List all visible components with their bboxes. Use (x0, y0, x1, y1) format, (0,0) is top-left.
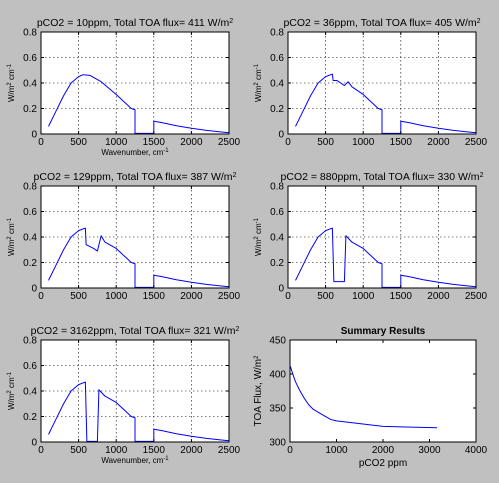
y-tick-label: 0 (31, 284, 37, 295)
y-tick-label: 0.8 (270, 28, 284, 39)
y-axis-label: W/m2 cm-1 (7, 217, 16, 256)
x-tick-label: 1000 (105, 445, 128, 456)
x-tick-label: 2000 (427, 137, 450, 148)
y-tick-label: 0.8 (23, 28, 37, 39)
y-tick-label: 0.2 (23, 412, 37, 423)
y-tick-label: 350 (269, 404, 286, 415)
y-tick-label: 0.6 (23, 53, 37, 64)
x-tick-label: 1500 (390, 137, 413, 148)
chart-title: pCO2 = 3162ppm, Total TOA flux= 321 W/m2 (31, 325, 240, 337)
y-tick-label: 300 (269, 438, 286, 449)
plot-area (290, 340, 476, 442)
x-tick-label: 3000 (418, 445, 441, 456)
chart-title: pCO2 = 10ppm, Total TOA flux= 411 W/m2 (37, 17, 233, 29)
x-tick-label: 2000 (372, 445, 395, 456)
y-axis-label: W/m2 cm-1 (254, 63, 263, 102)
series-line-1 (295, 227, 477, 288)
y-tick-label: 0.2 (270, 258, 284, 269)
y-axis-label: TOA Flux, W/m2 (253, 355, 264, 427)
x-tick-label: 1500 (143, 445, 166, 456)
x-tick-label: 0 (287, 445, 293, 456)
y-tick-label: 0.8 (23, 336, 37, 347)
x-tick-label: 2500 (465, 291, 488, 302)
series-line-1 (48, 227, 230, 288)
x-tick-label: 1000 (105, 291, 128, 302)
x-tick-label: 0 (38, 137, 44, 148)
y-tick-label: 0.6 (270, 207, 284, 218)
y-axis-label: W/m2 cm-1 (254, 217, 263, 256)
chart-title: pCO2 = 880ppm, Total TOA flux= 330 W/m2 (281, 171, 484, 183)
x-tick-label: 1000 (352, 137, 375, 148)
y-tick-label: 0.4 (23, 233, 37, 244)
x-tick-label: 500 (70, 291, 87, 302)
x-tick-label: 1000 (105, 137, 128, 148)
y-tick-label: 0.2 (270, 104, 284, 115)
series-line-1 (295, 73, 477, 134)
x-tick-label: 2500 (465, 137, 488, 148)
x-tick-label: 0 (285, 291, 291, 302)
x-tick-label: 1500 (143, 291, 166, 302)
x-tick-label: 0 (38, 445, 44, 456)
y-tick-label: 0.8 (23, 182, 37, 193)
y-tick-label: 0.6 (23, 361, 37, 372)
x-tick-label: 2500 (218, 291, 241, 302)
x-tick-label: 500 (317, 137, 334, 148)
x-tick-label: 2000 (180, 137, 203, 148)
series-line-1 (48, 74, 230, 134)
x-tick-label: 1000 (352, 291, 375, 302)
chart-title: pCO2 = 129ppm, Total TOA flux= 387 W/m2 (34, 171, 237, 183)
x-axis-label: pCO2 ppm (359, 458, 407, 469)
y-tick-label: 0.2 (23, 104, 37, 115)
x-axis-label: Wavenumber, cm-1 (101, 148, 169, 157)
x-tick-label: 1000 (325, 445, 348, 456)
x-tick-label: 2000 (180, 445, 203, 456)
y-tick-label: 0.8 (270, 182, 284, 193)
x-tick-label: 1500 (143, 137, 166, 148)
y-tick-label: 0.6 (270, 53, 284, 64)
x-axis-label: Wavenumber, cm-1 (101, 456, 169, 465)
y-axis-label: W/m2 cm-1 (7, 63, 16, 102)
series-line-1 (48, 381, 230, 442)
y-tick-label: 400 (269, 370, 286, 381)
y-tick-label: 0.4 (270, 79, 284, 90)
y-tick-label: 0 (278, 130, 284, 141)
y-tick-label: 450 (269, 336, 286, 347)
y-tick-label: 0 (278, 284, 284, 295)
x-tick-label: 0 (38, 291, 44, 302)
y-tick-label: 0.4 (23, 387, 37, 398)
y-tick-label: 0 (31, 130, 37, 141)
y-tick-label: 0.4 (23, 79, 37, 90)
x-tick-label: 4000 (465, 445, 488, 456)
chart-6: 0 1000 2000 3000 4000 300 350 400 450 Summary Res… (253, 326, 488, 469)
chart-title: pCO2 = 36ppm, Total TOA flux= 405 W/m2 (283, 17, 480, 29)
x-tick-label: 500 (317, 291, 334, 302)
x-tick-label: 500 (70, 445, 87, 456)
x-tick-label: 0 (285, 137, 291, 148)
chart-title: Summary Results (341, 326, 426, 337)
y-tick-label: 0 (31, 438, 37, 449)
x-tick-label: 2000 (427, 291, 450, 302)
x-tick-label: 2000 (180, 291, 203, 302)
y-tick-label: 0.6 (23, 207, 37, 218)
x-tick-label: 1500 (390, 291, 413, 302)
x-tick-label: 500 (70, 137, 87, 148)
y-tick-label: 0.4 (270, 233, 284, 244)
y-tick-label: 0.2 (23, 258, 37, 269)
x-tick-label: 2500 (218, 445, 241, 456)
x-tick-label: 2500 (218, 137, 241, 148)
y-axis-label: W/m2 cm-1 (7, 371, 16, 410)
series-line-1 (289, 366, 438, 429)
